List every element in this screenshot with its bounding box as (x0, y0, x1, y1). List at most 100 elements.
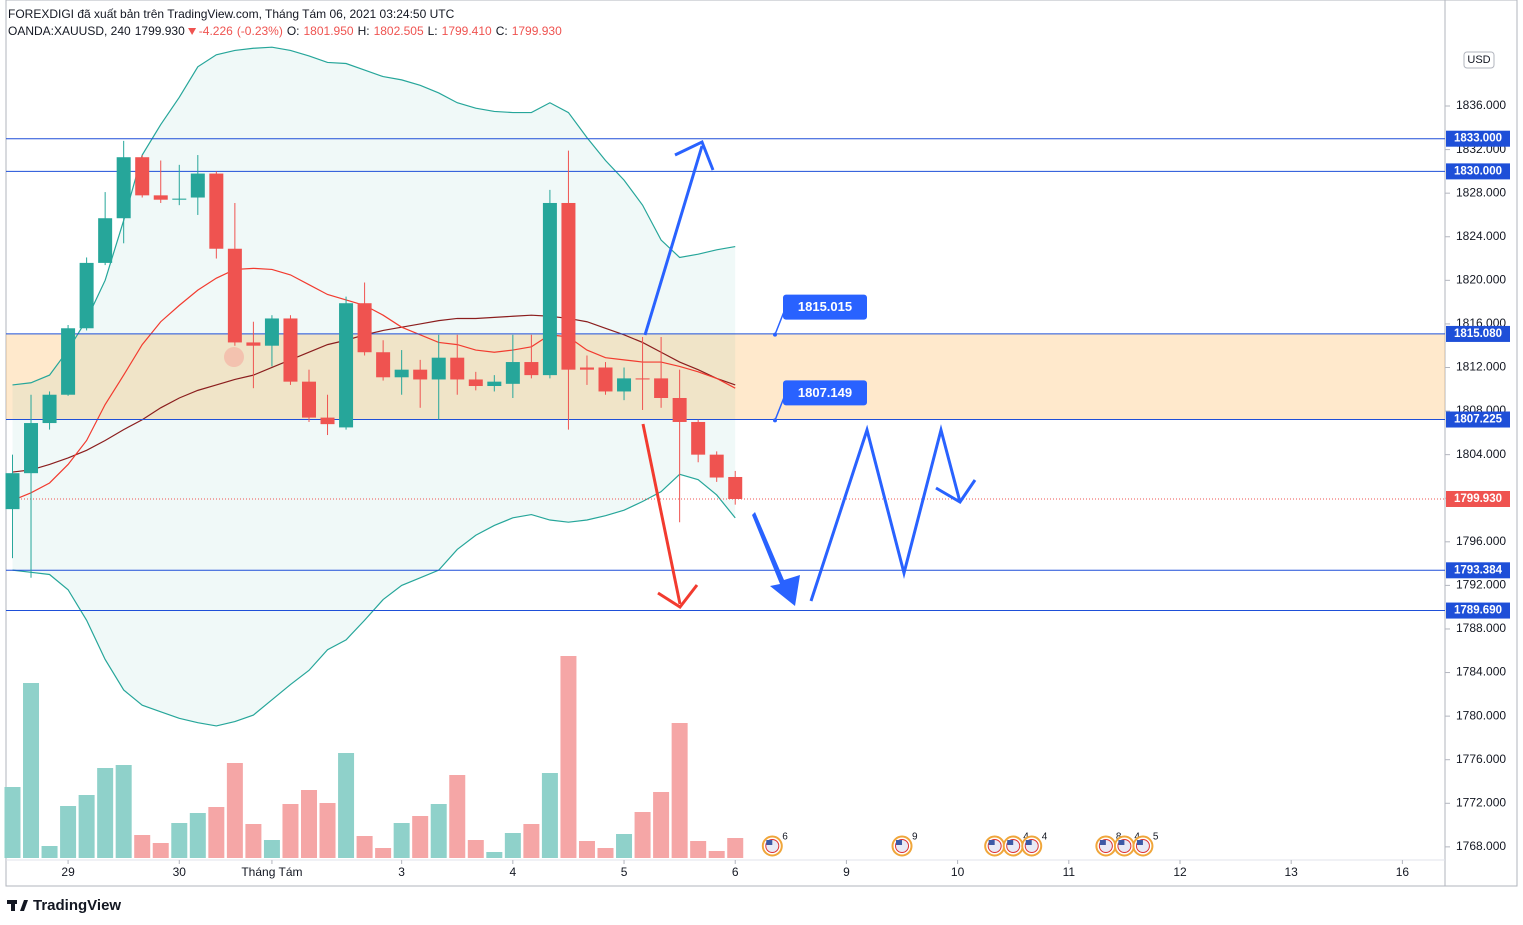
candle-body (5, 473, 20, 510)
event-count: 4 (1042, 832, 1048, 843)
publisher: FOREXDIGI đã xuất bản trên TradingView.c… (8, 7, 455, 21)
candle-body (42, 394, 57, 424)
level-label: 1830.000 (1454, 165, 1502, 177)
down-arrow (641, 423, 682, 605)
volume-bar (727, 838, 744, 858)
band-lower (12, 473, 736, 727)
quote-part: OANDA:XAUUSD, 240 (8, 24, 131, 38)
candle-body (561, 202, 576, 370)
level-label: 1833.000 (1454, 133, 1502, 145)
event-count: 5 (1153, 832, 1159, 843)
event-icon: 4 (1021, 832, 1048, 857)
candle-body (654, 378, 669, 398)
level-label-box (1446, 325, 1510, 342)
x-tick-label: 12 (1173, 865, 1187, 879)
candle-body (301, 381, 316, 418)
event-flag-canton (766, 840, 773, 845)
candle-body (505, 362, 520, 384)
quote-part: 1799.930 (135, 24, 185, 38)
callout-anchor (773, 332, 777, 337)
volume-bar (616, 834, 633, 858)
y-tick-label: 1776.000 (1456, 752, 1506, 766)
candle-body (98, 218, 113, 263)
y-tick-label: 1784.000 (1456, 665, 1506, 679)
frame (5, 0, 1518, 887)
volume-bar (560, 656, 577, 858)
volume-bar (412, 816, 429, 858)
event-count: 9 (912, 832, 918, 843)
currency: USD (1467, 54, 1490, 66)
x-tick-label: 9 (843, 865, 850, 879)
y-tick-label: 1792.000 (1456, 578, 1506, 592)
y-tick-label: 1820.000 (1456, 273, 1506, 287)
x-tick-label: 13 (1285, 865, 1299, 879)
event-flag-canton (988, 840, 995, 845)
moving-average (12, 314, 736, 473)
volume-bar (152, 843, 169, 858)
event-flag-canton (1099, 840, 1106, 845)
volume-bar (263, 840, 280, 858)
candle-body (672, 397, 687, 422)
brand-logo: TradingView (7, 897, 121, 914)
last-price-label: 1799.930 (1454, 493, 1502, 505)
volume-bar (430, 804, 447, 858)
volume-bar (393, 823, 410, 858)
volume-bar (541, 773, 558, 858)
quote-part: 1799.410 (442, 24, 492, 38)
volume-bar (523, 824, 540, 858)
logo-part (20, 900, 28, 911)
x-tick-label: 29 (61, 865, 75, 879)
level-label: 1815.080 (1454, 328, 1502, 340)
event-icon: 9 (891, 832, 918, 857)
quote-part: (-0.23%) (237, 24, 283, 38)
callout-label: 1807.149 (798, 385, 852, 400)
up-arrow-head (674, 139, 715, 171)
volume-bar (97, 768, 114, 858)
quote-part: -4.226 (199, 24, 233, 38)
x-tick-label: 10 (951, 865, 965, 879)
event-icon: 5 (1132, 832, 1159, 857)
level-label: 1789.690 (1454, 605, 1502, 617)
candle-body (246, 342, 261, 346)
x-tick-label: 4 (510, 865, 517, 879)
level-label: 1807.225 (1454, 414, 1503, 426)
change-arrow (188, 28, 197, 35)
callout-anchor (773, 418, 777, 423)
candle-body (135, 157, 150, 196)
candle-body (635, 378, 650, 380)
volume-bar (504, 833, 521, 858)
candle-body (190, 173, 205, 198)
volume-bar (319, 803, 336, 858)
candle-body (376, 352, 391, 378)
candle-body (579, 367, 594, 370)
x-tick-label: 11 (1063, 865, 1076, 879)
y-tick-label: 1780.000 (1456, 708, 1506, 722)
y-tick-label: 1796.000 (1456, 534, 1506, 548)
quote-part: L: (428, 24, 438, 38)
candle-body (227, 248, 242, 343)
moving-average (12, 267, 736, 501)
event-icon (984, 835, 1006, 857)
down-arrow-head (657, 584, 699, 610)
volume-bar (449, 775, 466, 858)
marker-dot (224, 347, 244, 367)
volume-bar (189, 813, 206, 858)
volume-bar (245, 824, 262, 858)
candle-body (61, 328, 76, 395)
event-flag-canton (896, 840, 903, 845)
event-flag-canton (1118, 840, 1125, 845)
level-label-box (1446, 130, 1510, 147)
candle-body (431, 357, 446, 380)
quote-part: 1802.505 (374, 24, 424, 38)
plot-layer (4, 46, 1445, 858)
candle-body (357, 303, 372, 353)
x-tick-label: 30 (173, 865, 187, 879)
volume-bar (338, 753, 355, 858)
level-label: 1793.384 (1454, 564, 1503, 576)
volume-bar (134, 835, 151, 858)
brand: TradingView (33, 897, 121, 914)
callout-box (783, 294, 867, 320)
quote-part: O: (287, 24, 300, 38)
candle-body (709, 454, 724, 478)
